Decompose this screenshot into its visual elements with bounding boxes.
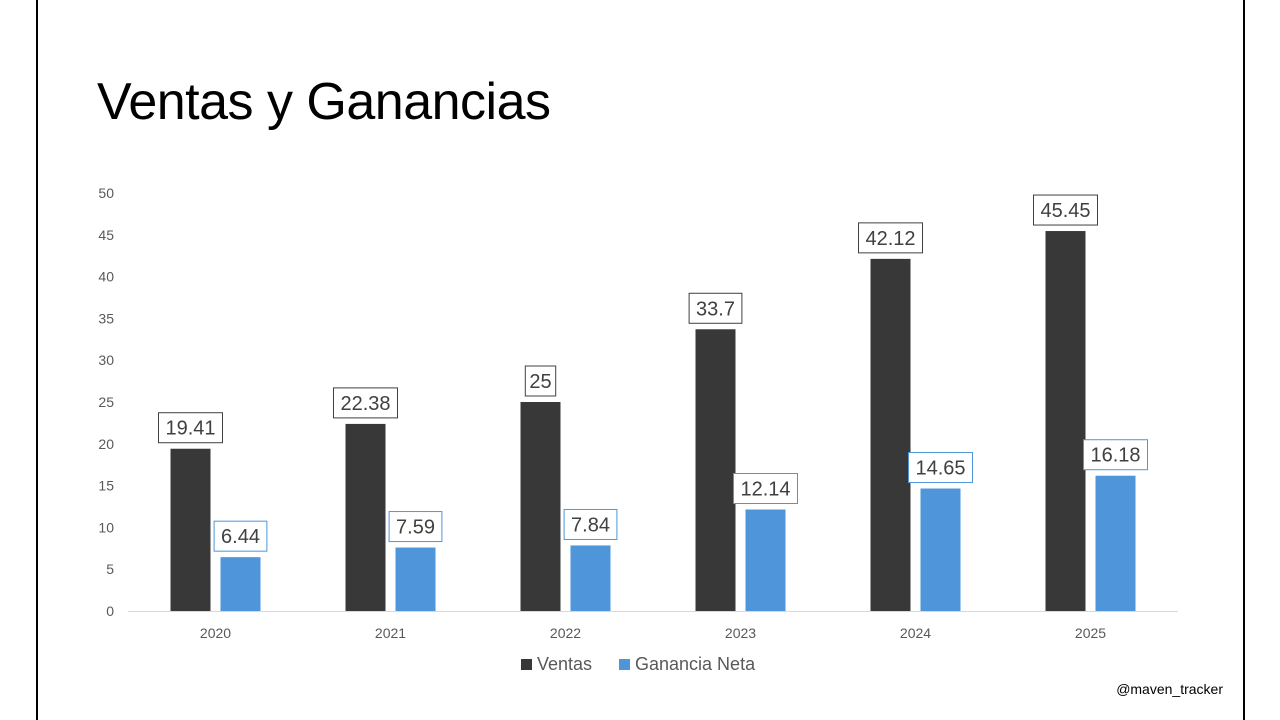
legend-label: Ganancia Neta	[635, 654, 756, 674]
data-label: 45.45	[1040, 200, 1090, 222]
y-tick-label: 20	[98, 436, 114, 452]
bar-ganancia-neta	[570, 545, 611, 611]
y-tick-label: 45	[98, 227, 114, 243]
legend-swatch	[619, 659, 630, 670]
data-label-box	[388, 511, 443, 543]
data-label-box	[524, 365, 557, 397]
data-label-box	[908, 452, 973, 484]
y-tick-label: 50	[98, 185, 114, 201]
bar-ganancia-neta	[745, 509, 786, 611]
data-label: 16.18	[1090, 445, 1140, 467]
data-label-box	[213, 520, 268, 552]
data-label: 6.44	[221, 526, 260, 548]
bar-ventas	[345, 423, 386, 611]
bar-ganancia-neta	[395, 547, 436, 611]
bar-ganancia-neta	[1095, 475, 1136, 611]
bar-ganancia-neta	[920, 488, 961, 611]
x-tick-label: 2020	[200, 625, 231, 641]
x-tick-label: 2024	[900, 625, 931, 641]
data-label-box	[1033, 194, 1098, 226]
data-label: 25	[529, 371, 551, 393]
y-tick-label: 35	[98, 310, 114, 326]
bar-ventas	[695, 329, 736, 611]
data-label-box	[858, 222, 923, 254]
bar-ventas	[870, 258, 911, 611]
data-label: 19.41	[165, 418, 215, 440]
data-label-box	[688, 292, 743, 324]
x-tick-label: 2022	[550, 625, 581, 641]
bar-ventas	[170, 448, 211, 611]
bar-ventas	[520, 402, 561, 611]
bar-ventas	[1045, 231, 1086, 611]
chart-title: Ventas y Ganancias	[97, 73, 551, 131]
data-label: 12.14	[740, 479, 790, 501]
legend-swatch	[521, 659, 532, 670]
x-tick-label: 2025	[1075, 625, 1106, 641]
x-tick-label: 2021	[375, 625, 406, 641]
y-tick-label: 30	[98, 352, 114, 368]
data-label: 33.7	[696, 298, 735, 320]
data-label-box	[1083, 439, 1148, 471]
data-label: 22.38	[340, 393, 390, 415]
data-label: 14.65	[915, 458, 965, 480]
data-label-box	[733, 473, 798, 505]
data-label: 42.12	[865, 228, 915, 250]
bar-ganancia-neta	[220, 557, 261, 611]
author-handle: @maven_tracker	[1116, 681, 1223, 697]
y-tick-label: 0	[106, 603, 114, 619]
y-tick-label: 5	[106, 561, 114, 577]
data-label-box	[158, 412, 223, 444]
data-label: 7.84	[571, 514, 610, 536]
data-label-box	[563, 508, 618, 540]
y-tick-label: 15	[98, 478, 114, 494]
x-tick-label: 2023	[725, 625, 756, 641]
data-label-box	[333, 387, 398, 419]
y-tick-label: 25	[98, 394, 114, 410]
data-label: 7.59	[396, 517, 435, 539]
y-tick-label: 40	[98, 269, 114, 285]
y-tick-label: 10	[98, 519, 114, 535]
legend-label: Ventas	[537, 654, 592, 674]
